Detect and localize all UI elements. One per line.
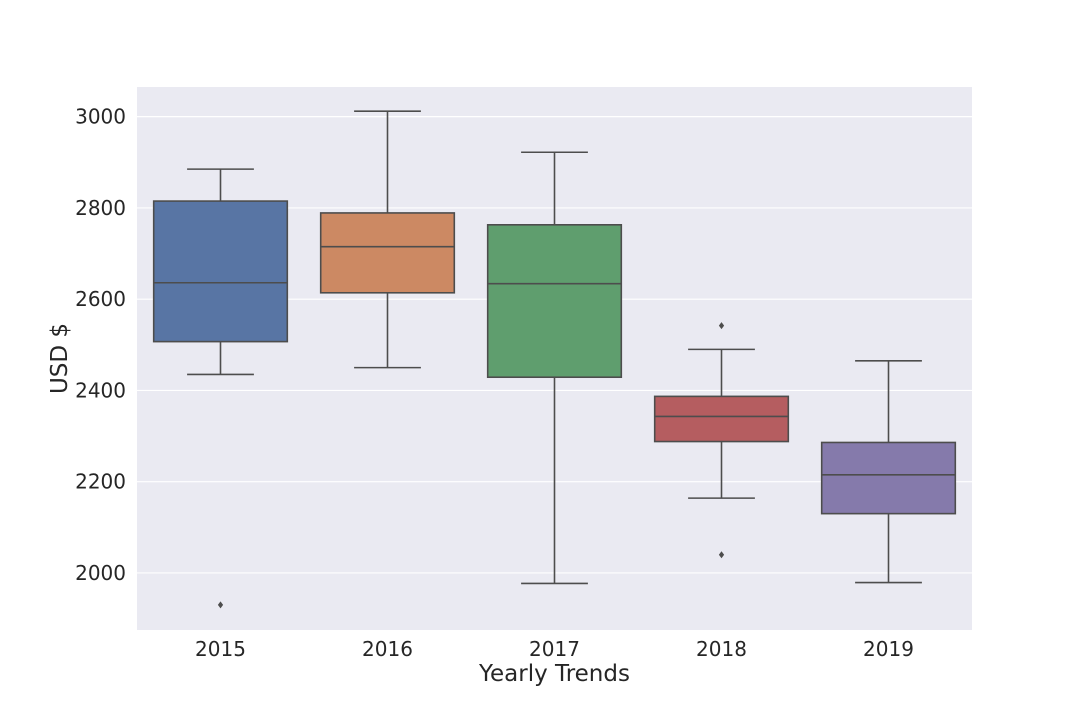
y-axis-ticks: 2000 2200 2400 2600 2800 3000	[75, 105, 126, 585]
y-tick-label: 2800	[75, 196, 126, 220]
x-tick-label: 2015	[195, 637, 246, 661]
boxes	[152, 110, 957, 609]
outlier-point	[718, 551, 725, 559]
box-body	[486, 224, 623, 379]
box-2018	[653, 322, 790, 559]
outlier-point	[217, 601, 224, 609]
y-tick-label: 2600	[75, 287, 126, 311]
box-body	[152, 200, 289, 343]
x-axis-title: Yearly Trends	[478, 661, 630, 687]
x-tick-label: 2019	[863, 637, 914, 661]
box-body	[820, 441, 957, 515]
outlier-point	[718, 322, 725, 330]
y-tick-label: 2000	[75, 561, 126, 585]
x-tick-label: 2018	[696, 637, 747, 661]
box-body	[653, 395, 790, 443]
y-tick-label: 2200	[75, 470, 126, 494]
y-tick-label: 2400	[75, 378, 126, 402]
box-2019	[820, 359, 957, 584]
box-body	[319, 212, 456, 294]
x-tick-label: 2017	[529, 637, 580, 661]
box-2017	[486, 151, 623, 585]
box-2016	[319, 110, 456, 369]
y-tick-label: 3000	[75, 105, 126, 129]
y-axis-title: USD $	[47, 323, 73, 394]
box-2015	[152, 168, 289, 609]
x-tick-label: 2016	[362, 637, 413, 661]
x-axis-ticks: 2015 2016 2017 2018 2019	[195, 637, 914, 661]
